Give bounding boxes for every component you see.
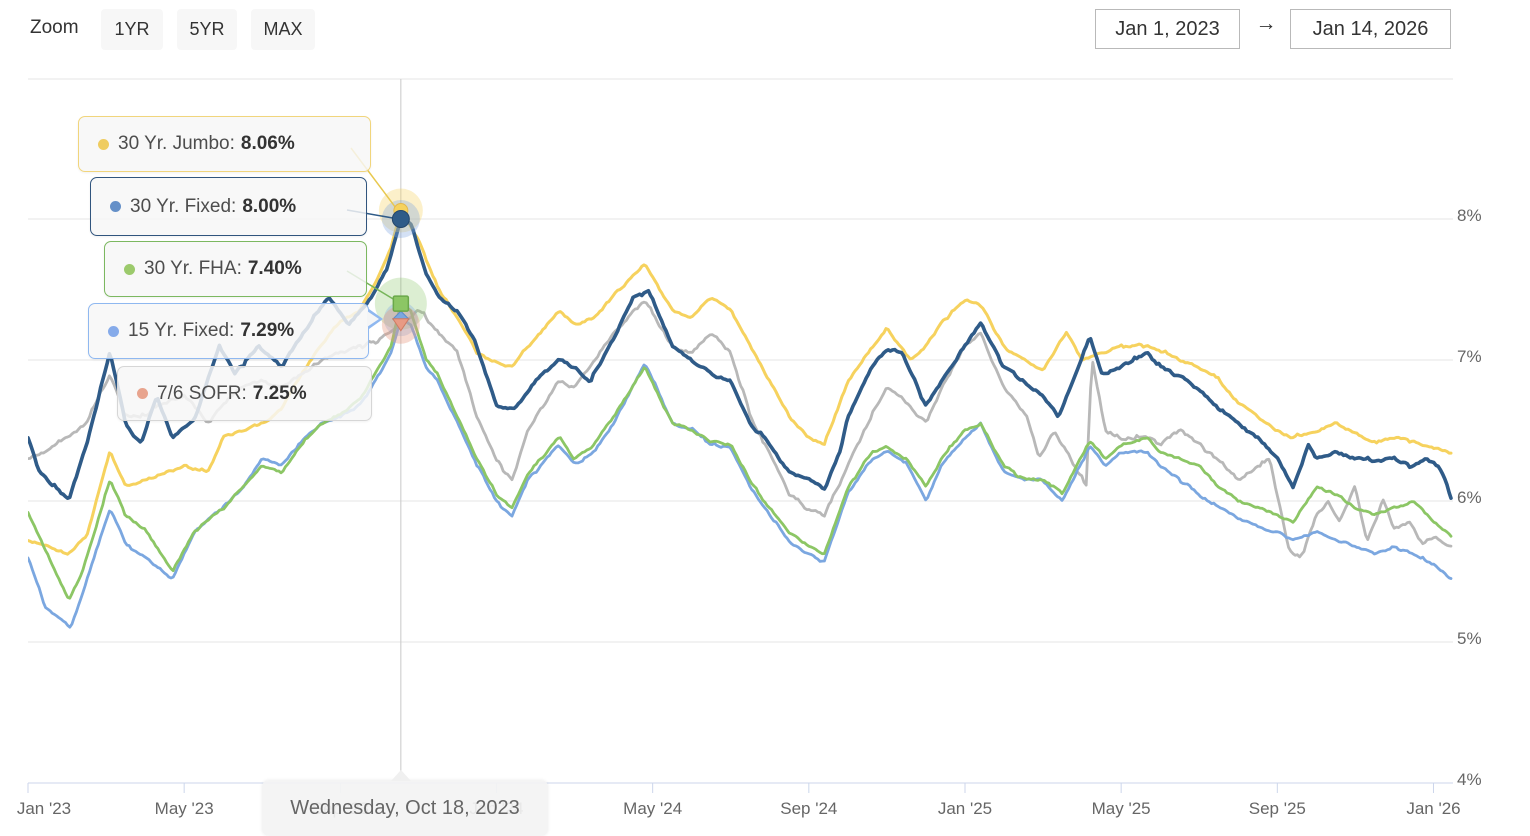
series-dot-icon (98, 138, 109, 150)
tooltip-series-label: 30 Yr. Fixed: (130, 195, 237, 217)
tooltip-30yr-jumbo: 30 Yr. Jumbo: 8.06% (78, 116, 371, 172)
tooltip-series-value: 7.29% (240, 320, 295, 341)
y-axis-label: 4% (1457, 770, 1482, 789)
series-dot-icon (110, 201, 121, 212)
tooltip-series-label: 7/6 SOFR: (157, 382, 247, 404)
date-from-input[interactable]: Jan 1, 2023 (1095, 9, 1240, 49)
zoom-max-button[interactable]: MAX (251, 9, 315, 50)
y-axis-label: 6% (1457, 488, 1482, 507)
y-axis-label: 7% (1457, 347, 1482, 366)
arrow-right-icon: → (1255, 12, 1277, 35)
tooltip-76-sofr: 7/6 SOFR: 7.25% (117, 366, 372, 421)
tooltip-date: Wednesday, Oct 18, 2023 (262, 770, 548, 836)
tooltip-callout-arrow-inner (367, 311, 379, 327)
x-axis-label: Sep '25 (1248, 799, 1306, 818)
tooltip-15yr-fixed: 15 Yr. Fixed: 7.29% (88, 303, 369, 359)
tooltip-30yr-fha: 30 Yr. FHA: 7.40% (104, 241, 367, 297)
x-axis-label: May '23 (154, 799, 214, 818)
tooltip-series-value: 7.25% (252, 382, 307, 404)
zoom-1yr-button[interactable]: 1YR (101, 9, 163, 50)
tooltip-30yr-fixed: 30 Yr. Fixed: 8.00% (90, 177, 367, 236)
series-dot-icon (108, 325, 119, 337)
x-axis-label: Jan '23 (16, 799, 72, 818)
tooltip-series-label: 15 Yr. Fixed: (128, 320, 235, 341)
tooltip-date-arrow-icon (391, 770, 411, 781)
tooltip-series-label: 30 Yr. FHA: (144, 258, 242, 279)
y-axis-label: 5% (1457, 629, 1482, 648)
x-axis-label: Sep '24 (780, 799, 838, 818)
series-dot-icon (124, 263, 135, 275)
x-axis-label: May '25 (1091, 799, 1151, 818)
tooltip-series-value: 8.00% (242, 195, 297, 217)
tooltip-series-value: 8.06% (240, 133, 295, 154)
x-axis-label: Jan '25 (937, 799, 993, 818)
date-to-input[interactable]: Jan 14, 2026 (1290, 9, 1451, 49)
series-dot-icon (137, 388, 148, 399)
tooltip-series-label: 30 Yr. Jumbo: (118, 133, 235, 154)
y-axis-label: 8% (1457, 206, 1482, 225)
tooltip-series-value: 7.40% (247, 258, 302, 279)
x-axis-label: Jan '26 (1406, 799, 1461, 818)
zoom-5yr-button[interactable]: 5YR (177, 9, 237, 50)
x-axis-label: May '24 (623, 799, 683, 818)
zoom-label: Zoom (30, 17, 79, 38)
tooltip-date-text: Wednesday, Oct 18, 2023 (290, 797, 520, 819)
